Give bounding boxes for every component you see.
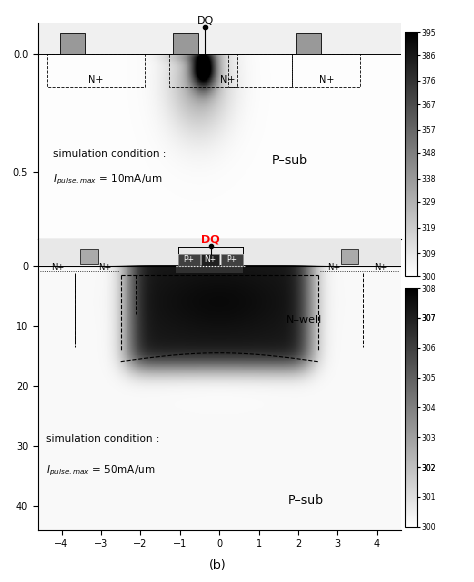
Text: N+: N+ [319, 76, 335, 86]
Text: DQ: DQ [201, 235, 220, 245]
Bar [46, 54, 145, 87]
Bar [292, 54, 360, 87]
Text: N–well: N–well [286, 315, 322, 325]
Text: N+: N+ [88, 76, 103, 86]
Bar [221, 254, 243, 266]
Text: simulation condition :: simulation condition : [46, 434, 159, 443]
Bar [341, 249, 358, 264]
Text: DQ: DQ [196, 16, 214, 26]
Text: P+: P+ [183, 255, 194, 264]
Bar [173, 33, 198, 54]
Text: $I_{pulse.max}$ = 50mA/um: $I_{pulse.max}$ = 50mA/um [46, 464, 155, 478]
Bar [228, 54, 292, 87]
Bar [169, 54, 237, 87]
Bar [201, 254, 219, 266]
Text: N+: N+ [98, 262, 111, 272]
Text: (a): (a) [210, 267, 228, 280]
Text: N+: N+ [219, 76, 235, 86]
Text: N+: N+ [374, 262, 387, 272]
Text: $I_{pulse.max}$ = 10mA/um: $I_{pulse.max}$ = 10mA/um [53, 172, 162, 187]
Text: (b): (b) [209, 559, 227, 572]
Text: N+: N+ [51, 262, 64, 272]
Bar [60, 33, 85, 54]
Bar [178, 254, 200, 266]
Text: N+: N+ [204, 255, 217, 264]
Text: P–sub: P–sub [288, 494, 324, 507]
Text: P–sub: P–sub [272, 154, 308, 166]
Bar [81, 249, 98, 264]
Bar [296, 33, 320, 54]
Bar [176, 266, 243, 273]
Text: simulation condition :: simulation condition : [53, 149, 166, 159]
Text: N+: N+ [327, 262, 340, 272]
Text: P+: P+ [227, 255, 238, 264]
